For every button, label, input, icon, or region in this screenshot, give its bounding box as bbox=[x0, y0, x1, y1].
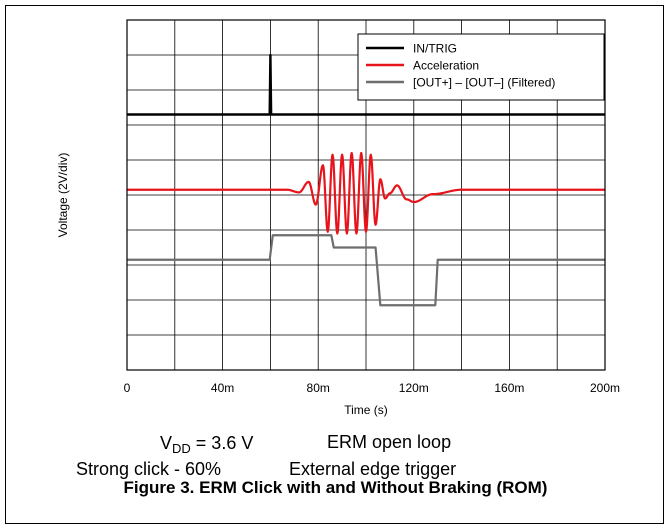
mode-note: ERM open loop bbox=[327, 432, 452, 452]
legend-label: Acceleration bbox=[413, 59, 479, 73]
vdd-value: = 3.6 V bbox=[190, 433, 254, 453]
series-layer bbox=[126, 53, 606, 307]
vdd-prefix: V bbox=[160, 433, 173, 453]
series-line-3 bbox=[127, 234, 605, 307]
legend-label: [OUT+] – [OUT–] (Filtered) bbox=[413, 76, 555, 90]
series-line-2 bbox=[126, 151, 606, 235]
figure-frame bbox=[5, 5, 664, 524]
x-tick-labels: 0 40m 80m 120m 160m 200m bbox=[124, 381, 620, 395]
click-note: Strong click - 60% bbox=[76, 459, 222, 479]
x-axis-label: Time (s) bbox=[344, 403, 388, 417]
series-line-1 bbox=[127, 53, 605, 116]
legend: IN/TRIG Acceleration [OUT+] – [OUT–] (Filt… bbox=[357, 33, 605, 101]
figure-caption: Figure 3. ERM Click with and Without Bra… bbox=[123, 478, 548, 497]
legend-label: IN/TRIG bbox=[413, 42, 457, 56]
x-tick-label: 40m bbox=[211, 381, 234, 395]
y-axis-label: Voltage (2V/div) bbox=[56, 153, 70, 238]
x-tick-label: 0 bbox=[124, 381, 131, 395]
x-tick-label: 80m bbox=[307, 381, 330, 395]
vdd-note: VDD = 3.6 V bbox=[160, 433, 253, 456]
x-tick-label: 160m bbox=[494, 381, 524, 395]
vdd-subscript: DD bbox=[172, 441, 191, 456]
plot-area bbox=[126, 19, 606, 371]
trigger-note: External edge trigger bbox=[289, 459, 457, 479]
x-tick-label: 200m bbox=[590, 381, 620, 395]
x-tick-label: 120m bbox=[399, 381, 429, 395]
